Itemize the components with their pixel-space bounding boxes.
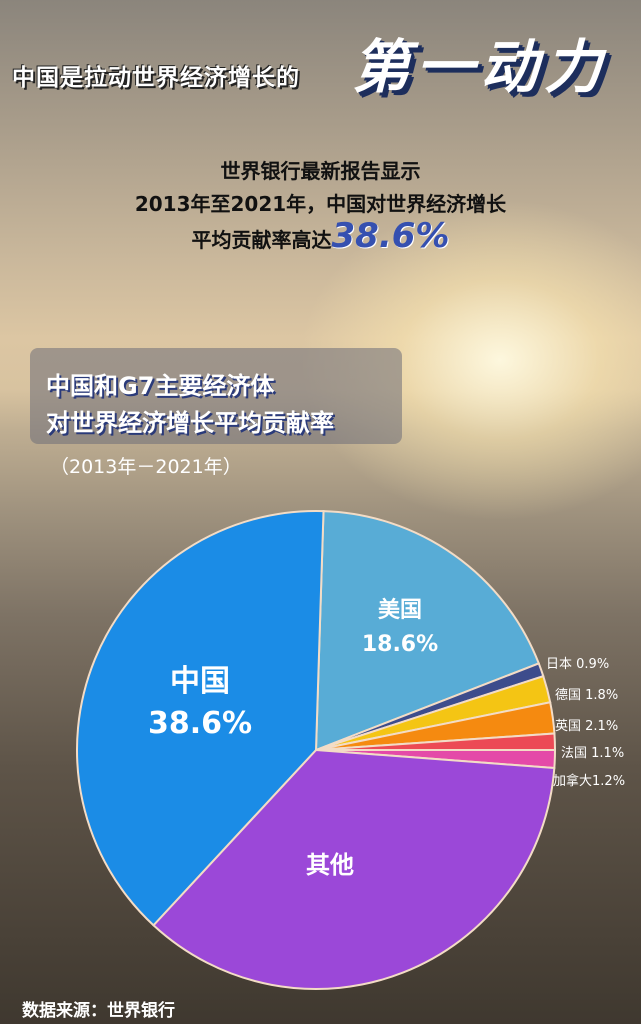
- label-canada-value: 1.2%: [592, 774, 626, 789]
- label-usa-name: 美国: [377, 598, 422, 623]
- label-china: 中国 38.6%: [140, 656, 260, 741]
- headline: 中国是拉动世界经济增长的: [12, 64, 300, 91]
- pie-slice-其他: [152, 748, 556, 990]
- source-note: 数据来源：世界银行: [22, 1001, 175, 1021]
- label-germany-name: 德国: [555, 688, 582, 703]
- label-canada-name: 加拿大: [553, 774, 593, 789]
- label-france-name: 法国: [561, 746, 588, 761]
- summary-line3: 平均贡献率高达38.6%: [0, 216, 641, 256]
- summary-line1: 世界银行最新报告显示: [220, 159, 421, 183]
- label-china-name: 中国: [170, 664, 230, 699]
- chart-subtitle: （2013年－2021年）: [50, 456, 242, 478]
- label-france: 法国 1.1%: [561, 742, 624, 761]
- label-germany: 德国 1.8%: [555, 684, 618, 703]
- label-uk: 英国 2.1%: [555, 715, 618, 734]
- pie-slice-中国: [76, 510, 325, 927]
- label-usa-value: 18.6%: [361, 632, 439, 657]
- label-uk-value: 2.1%: [585, 719, 619, 734]
- summary-line3-prefix: 平均贡献率高达: [191, 228, 332, 252]
- label-usa: 美国 18.6%: [350, 592, 450, 657]
- summary-highlight-value: 38.6%: [331, 216, 450, 256]
- label-canada: 加拿大1.2%: [553, 770, 625, 789]
- pie-slice-美国: [314, 510, 541, 752]
- label-japan: 日本 0.9%: [546, 653, 609, 672]
- chart-title-line2: 对世界经济增长平均贡献率: [46, 409, 334, 437]
- label-japan-value: 0.9%: [576, 657, 610, 672]
- label-other: 其他: [306, 851, 354, 879]
- label-uk-name: 英国: [555, 719, 582, 734]
- summary-line2: 2013年至2021年，中国对世界经济增长: [134, 192, 507, 216]
- headline-emphasis: 第一动力: [352, 33, 609, 101]
- label-france-value: 1.1%: [591, 746, 625, 761]
- label-china-value: 38.6%: [147, 706, 253, 741]
- label-germany-value: 1.8%: [585, 688, 619, 703]
- label-japan-name: 日本: [546, 657, 573, 672]
- chart-title-box: [30, 348, 402, 444]
- chart-title-line1: 中国和G7主要经济体: [46, 372, 275, 400]
